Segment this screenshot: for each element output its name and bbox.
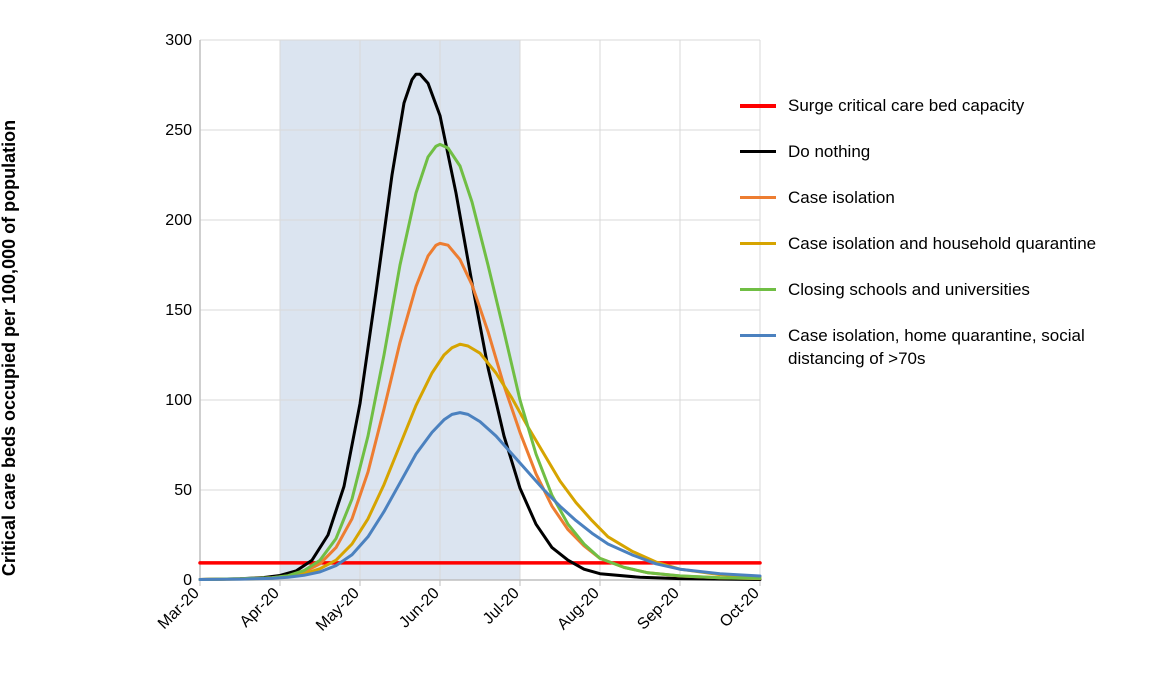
y-tick-label: 150	[165, 302, 192, 319]
legend-item: Case isolation, home quarantine, social …	[740, 325, 1130, 369]
y-tick-label: 250	[165, 122, 192, 139]
legend-label: Case isolation, home quarantine, social …	[788, 325, 1130, 369]
legend-label: Case isolation and household quarantine	[788, 233, 1096, 255]
plot-area: 050100150200250300Mar-20Apr-20May-20Jun-…	[150, 30, 790, 675]
legend: Surge critical care bed capacity Do nothi…	[740, 95, 1130, 394]
legend-item: Case isolation and household quarantine	[740, 233, 1130, 255]
legend-item: Do nothing	[740, 141, 1130, 163]
y-tick-label: 100	[165, 392, 192, 409]
legend-swatch	[740, 288, 776, 291]
legend-swatch	[740, 150, 776, 153]
legend-item: Closing schools and universities	[740, 279, 1130, 301]
y-tick-label: 300	[165, 32, 192, 49]
y-tick-label: 200	[165, 212, 192, 229]
x-tick-label: Sep-20	[634, 585, 683, 634]
x-tick-label: Mar-20	[155, 585, 203, 633]
legend-swatch	[740, 196, 776, 199]
legend-label: Surge critical care bed capacity	[788, 95, 1024, 117]
legend-swatch	[740, 242, 776, 245]
legend-swatch	[740, 104, 776, 108]
x-tick-label: Jul-20	[480, 585, 523, 628]
chart-svg: 050100150200250300Mar-20Apr-20May-20Jun-…	[150, 30, 790, 670]
x-tick-label: May-20	[313, 585, 363, 635]
legend-label: Case isolation	[788, 187, 895, 209]
x-tick-label: Apr-20	[237, 585, 283, 631]
legend-label: Do nothing	[788, 141, 870, 163]
legend-item: Case isolation	[740, 187, 1130, 209]
y-tick-label: 50	[174, 482, 192, 499]
legend-item: Surge critical care bed capacity	[740, 95, 1130, 117]
chart-container: Critical care beds occupied per 100,000 …	[20, 20, 1137, 675]
x-tick-label: Aug-20	[554, 585, 603, 634]
legend-label: Closing schools and universities	[788, 279, 1030, 301]
legend-swatch	[740, 334, 776, 337]
x-tick-label: Oct-20	[717, 585, 763, 631]
x-tick-label: Jun-20	[396, 585, 443, 632]
y-axis-label: Critical care beds occupied per 100,000 …	[0, 119, 21, 575]
